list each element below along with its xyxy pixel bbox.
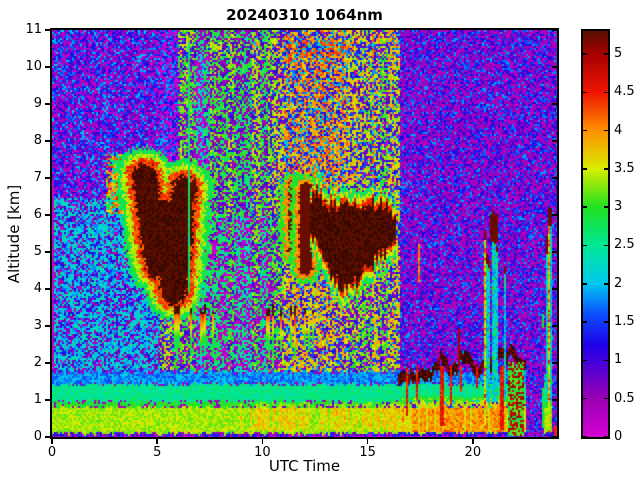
colorbar-tick-mark <box>583 129 587 132</box>
colorbar-tick-mark-right <box>604 397 608 400</box>
colorbar-tick-mark-right <box>604 91 608 94</box>
colorbar-tick-label: 2 <box>614 275 623 291</box>
y-tick-mark-right <box>552 325 557 327</box>
y-tick-label: 1 <box>33 392 42 407</box>
colorbar-border <box>581 29 610 439</box>
y-tick-label: 7 <box>33 170 42 185</box>
x-tick-mark <box>472 439 474 444</box>
colorbar-tick-mark <box>583 283 587 285</box>
colorbar-tick-mark-right <box>604 321 608 323</box>
y-tick-mark-right <box>552 103 557 105</box>
colorbar-tick-label: 2.5 <box>614 237 635 253</box>
heatmap-canvas <box>52 30 557 437</box>
colorbar-tick-mark-right <box>604 436 608 438</box>
y-tick-mark-right <box>552 362 557 364</box>
colorbar-tick-mark-right <box>604 206 608 208</box>
y-tick-label: 4 <box>33 281 42 296</box>
colorbar-tick-mark <box>583 168 587 170</box>
colorbar-tick-label: 1 <box>614 352 623 368</box>
x-tick-mark <box>51 439 53 444</box>
colorbar-tick-mark <box>583 53 587 55</box>
y-axis-label: Altitude [km] <box>5 184 23 283</box>
y-tick-mark <box>45 325 50 327</box>
colorbar-tick-label: 5 <box>614 45 623 61</box>
colorbar-tick-label: 0 <box>614 429 623 444</box>
x-tick-mark <box>261 439 264 444</box>
colorbar-tick-label: 0.5 <box>614 390 635 406</box>
y-tick-mark-right <box>552 140 557 142</box>
y-tick-label: 6 <box>33 207 42 222</box>
y-tick-mark <box>45 177 50 179</box>
colorbar-tick-mark-right <box>604 129 608 132</box>
y-tick-mark <box>45 362 50 364</box>
y-tick-mark-right <box>552 177 557 179</box>
x-tick-label: 0 <box>47 445 57 460</box>
y-tick-mark <box>45 66 50 68</box>
colorbar-tick-mark-right <box>604 168 608 170</box>
colorbar-tick-mark <box>583 321 587 323</box>
y-tick-mark <box>45 103 50 105</box>
y-tick-mark-right <box>552 214 557 216</box>
y-tick-mark <box>45 436 50 438</box>
x-tick-label: 15 <box>359 445 376 460</box>
chart-title: 20240310 1064nm <box>226 6 383 24</box>
x-tick-mark <box>156 439 158 444</box>
y-tick-label: 11 <box>25 22 42 37</box>
colorbar-tick-mark <box>583 436 587 438</box>
y-tick-mark <box>45 251 50 253</box>
x-tick-label: 10 <box>254 445 271 460</box>
y-tick-mark <box>45 399 50 401</box>
y-tick-label: 2 <box>33 355 42 370</box>
y-tick-label: 5 <box>33 244 42 259</box>
y-tick-mark <box>45 140 50 142</box>
colorbar-tick-label: 3.5 <box>614 160 635 176</box>
y-tick-mark <box>45 29 50 31</box>
colorbar-tick-mark <box>583 206 587 208</box>
y-tick-mark-right <box>552 66 557 68</box>
colorbar-tick-mark <box>583 359 587 362</box>
colorbar-tick-mark-right <box>604 283 608 285</box>
y-tick-label: 0 <box>33 429 42 444</box>
colorbar-tick-mark-right <box>604 244 608 247</box>
y-tick-mark-right <box>552 399 557 401</box>
y-tick-mark <box>45 288 50 290</box>
colorbar-tick-label: 1.5 <box>614 314 635 330</box>
colorbar-tick-label: 4.5 <box>614 84 635 100</box>
y-tick-mark <box>45 214 50 216</box>
colorbar-tick-mark-right <box>604 359 608 362</box>
colorbar-tick-mark <box>583 244 587 247</box>
y-tick-label: 10 <box>25 59 42 74</box>
y-tick-mark-right <box>552 436 557 438</box>
y-tick-label: 8 <box>33 133 42 148</box>
x-axis-label: UTC Time <box>268 457 341 475</box>
y-tick-mark-right <box>552 29 557 31</box>
colorbar-tick-mark <box>583 91 587 94</box>
colorbar-canvas <box>583 31 608 437</box>
colorbar-tick-mark <box>583 397 587 400</box>
y-tick-label: 3 <box>33 318 42 333</box>
y-tick-mark-right <box>552 288 557 290</box>
x-tick-mark <box>366 439 369 444</box>
colorbar-tick-label: 4 <box>614 122 623 138</box>
colorbar-tick-mark-right <box>604 53 608 55</box>
colorbar-tick-label: 3 <box>614 199 623 215</box>
y-tick-mark-right <box>552 251 557 253</box>
y-tick-label: 9 <box>33 96 42 111</box>
plot-border <box>50 28 559 439</box>
x-tick-label: 5 <box>153 445 162 460</box>
x-tick-label: 20 <box>464 445 482 460</box>
